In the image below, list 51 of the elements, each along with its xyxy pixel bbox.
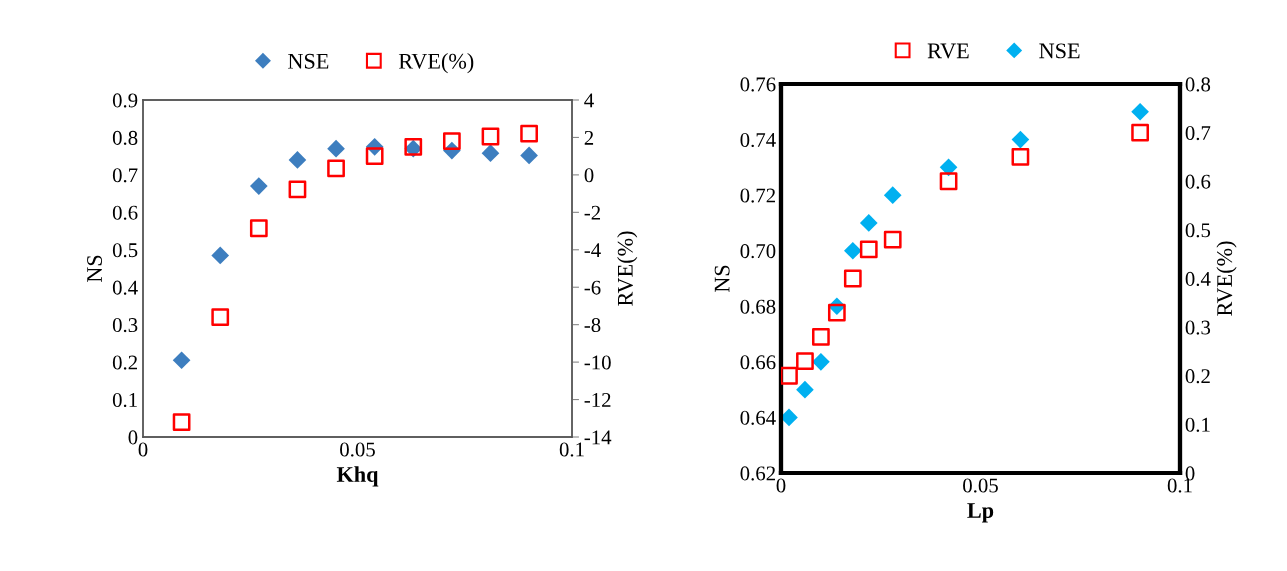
y-tick-label: 0.76: [740, 77, 776, 92]
x-tick-label: 0.05: [340, 442, 375, 457]
y2-tick-label: 0.4: [1185, 271, 1211, 287]
y2-tick-label: -10: [584, 355, 611, 370]
y2-tick-label: -4: [584, 243, 601, 258]
legend-label: NSE: [1039, 43, 1080, 59]
y2-tick-label: 0.3: [1185, 320, 1211, 335]
y2-tick-label: 0.6: [1185, 174, 1211, 189]
y2-tick-label: 0: [584, 168, 594, 183]
y-tick-label: 0.4: [112, 280, 138, 295]
y2-tick-label: -6: [584, 280, 601, 295]
y-tick-label: 0.9: [112, 93, 138, 108]
y-tick-label: 0.5: [112, 243, 138, 258]
y2-tick-label: 2: [584, 130, 594, 145]
x-axis-title: Lp: [967, 503, 994, 523]
legend-label: RVE(%): [398, 53, 474, 74]
legend-label: NSE: [288, 53, 329, 69]
y2-axis-title: RVE(%): [617, 231, 638, 306]
y-tick-label: 0.3: [112, 318, 138, 333]
x-tick-label: 0: [776, 478, 786, 493]
y2-axis-title: RVE(%): [1216, 241, 1237, 316]
x-tick-label: 0.1: [559, 442, 584, 457]
y-tick-label: 0.66: [740, 355, 776, 370]
y-tick-label: 0.8: [112, 130, 138, 145]
x-tick-label: 0: [138, 442, 148, 457]
y-tick-label: 0.74: [740, 132, 776, 148]
x-tick-label: 0.05: [963, 478, 998, 493]
y-tick-label: 0.1: [112, 392, 137, 408]
y-tick-label: 0.70: [740, 244, 776, 259]
y2-tick-label: -14: [584, 430, 612, 445]
y-tick-label: 0.2: [112, 355, 137, 370]
y2-tick-label: 0.7: [1185, 126, 1211, 141]
y2-tick-label: 0.1: [1185, 417, 1210, 432]
x-axis-title: Khq: [336, 466, 379, 487]
y-tick-label: 0.64: [740, 410, 776, 425]
legend-label: RVE: [927, 43, 969, 59]
y-tick-label: 0.68: [740, 299, 776, 314]
y2-tick-label: -8: [584, 318, 601, 333]
y2-tick-label: 0.8: [1185, 77, 1211, 92]
y-tick-label: 0.72: [740, 188, 775, 203]
y-axis-title: NS: [714, 265, 730, 293]
y2-tick-label: 0.2: [1185, 369, 1210, 384]
y-axis-title: NS: [87, 255, 103, 283]
y2-tick-label: 0.5: [1185, 223, 1211, 238]
y2-tick-label: -12: [584, 392, 611, 407]
y-tick-label: 0.62: [740, 466, 775, 481]
y-tick-label: 0.7: [112, 168, 138, 183]
y2-tick-label: 4: [584, 93, 594, 108]
y-tick-label: 0: [128, 430, 138, 445]
y2-tick-label: -2: [584, 205, 601, 220]
y-tick-label: 0.6: [112, 205, 138, 220]
